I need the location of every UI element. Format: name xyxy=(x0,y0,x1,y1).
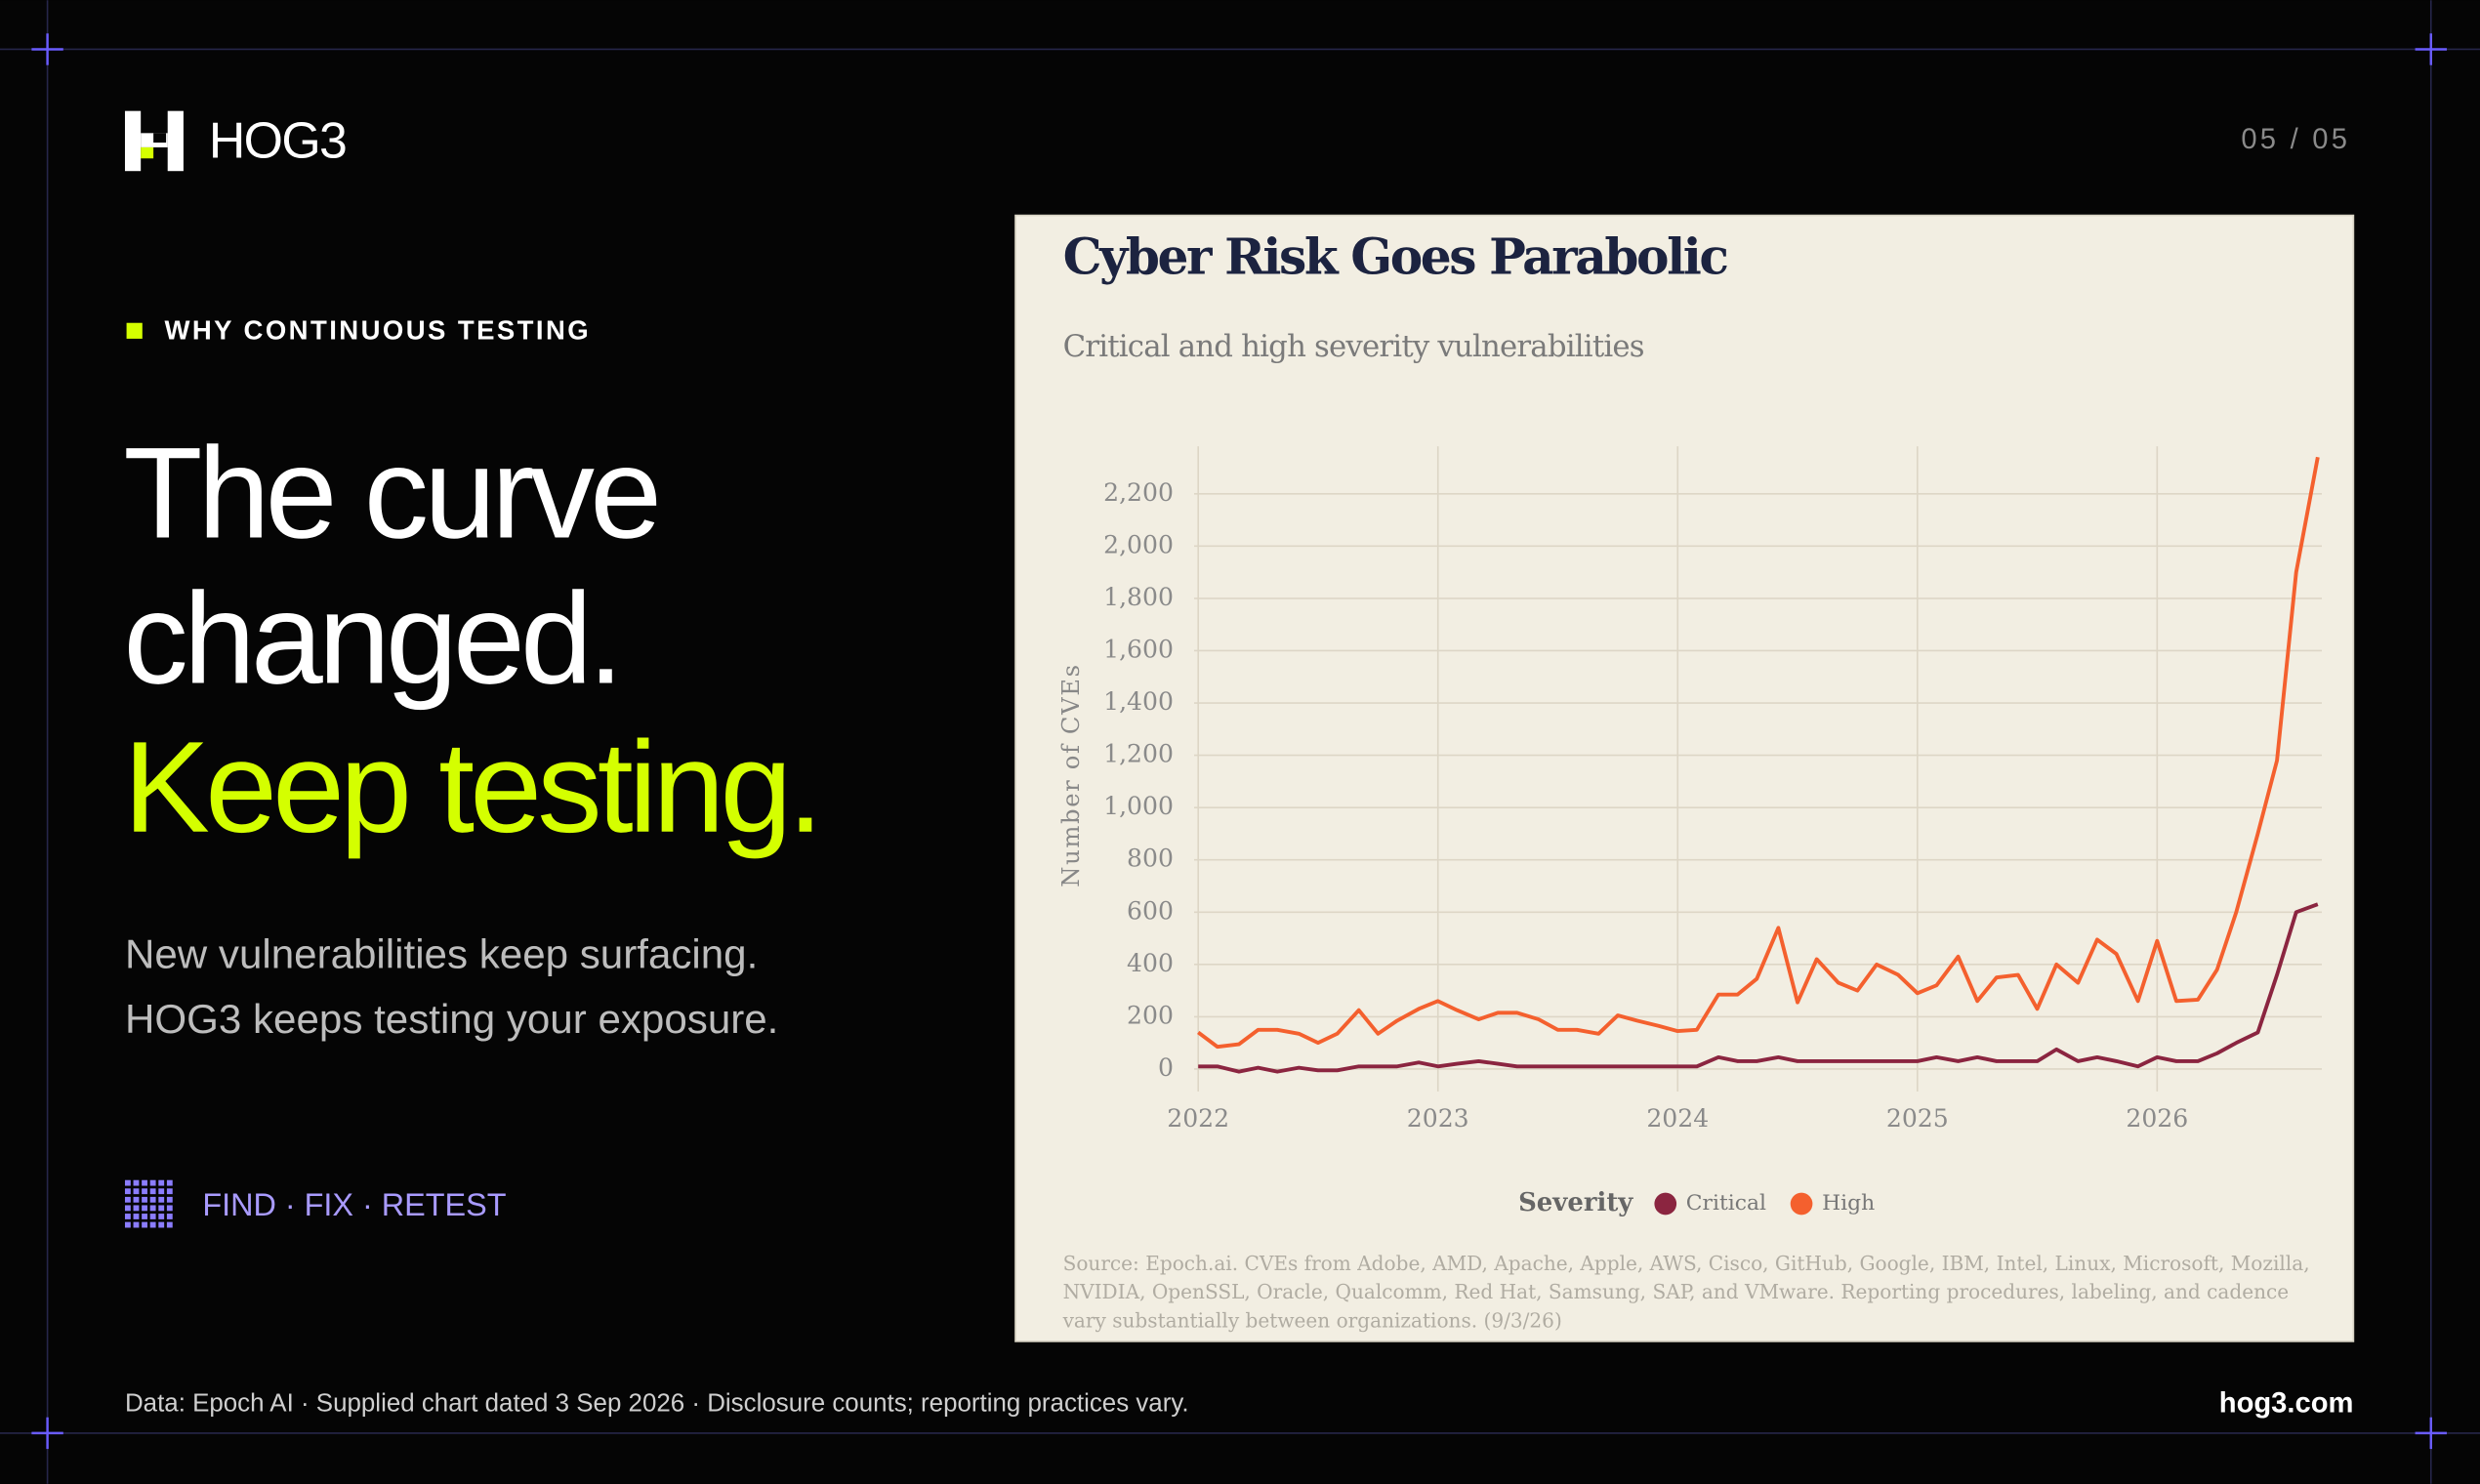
tagline-icon xyxy=(124,1179,173,1228)
icon-cell xyxy=(133,1196,140,1203)
icon-cell xyxy=(124,1196,131,1203)
x-tick-label: 2023 xyxy=(1407,1104,1469,1133)
icon-cell xyxy=(149,1214,156,1219)
icon-cell xyxy=(142,1214,147,1219)
x-tick-label: 2024 xyxy=(1646,1104,1709,1133)
icon-cell xyxy=(149,1196,156,1203)
icon-cell xyxy=(158,1221,165,1228)
icon-cell xyxy=(158,1196,165,1203)
chart-subtitle: Critical and high severity vulnerabiliti… xyxy=(1063,329,1644,364)
icon-cell xyxy=(166,1179,173,1186)
brand: HOG3 xyxy=(209,111,346,168)
headline-accent: Keep testing. xyxy=(123,716,818,860)
headline-line: changed. xyxy=(123,567,619,712)
icon-cell xyxy=(133,1179,140,1186)
y-tick-label: 1,000 xyxy=(1103,792,1174,820)
icon-cell xyxy=(124,1188,131,1195)
icon-cell xyxy=(149,1221,156,1228)
x-tick-label: 2025 xyxy=(1886,1104,1949,1133)
icon-cell xyxy=(166,1221,173,1228)
chart-background xyxy=(1014,214,2355,1342)
icon-cell xyxy=(142,1196,147,1203)
icon-cell xyxy=(158,1205,165,1212)
icon-cell xyxy=(166,1214,173,1219)
icon-cell xyxy=(124,1205,131,1212)
page-number: 05 / 05 xyxy=(2241,124,2350,155)
corner-marks xyxy=(31,33,2447,1450)
icon-cell xyxy=(133,1221,140,1228)
series-line xyxy=(1198,902,2319,1074)
eyebrow-marker xyxy=(126,322,143,339)
icon-cell xyxy=(166,1188,173,1195)
y-tick-label: 1,600 xyxy=(1103,635,1174,663)
icon-cell xyxy=(133,1214,140,1219)
subhead-line: New vulnerabilities keep surfacing. xyxy=(125,930,758,976)
icon-cell xyxy=(166,1196,173,1203)
x-tick-label: 2026 xyxy=(2126,1104,2188,1133)
legend-label: High xyxy=(1822,1191,1875,1216)
y-tick-label: 2,200 xyxy=(1103,478,1174,507)
y-tick-label: 1,800 xyxy=(1103,583,1174,611)
icon-cell xyxy=(142,1188,147,1195)
series-line xyxy=(1197,456,2320,1050)
y-tick-label: 800 xyxy=(1127,845,1174,873)
icon-cell xyxy=(124,1214,131,1219)
icon-cell xyxy=(142,1221,147,1228)
legend-label: Critical xyxy=(1686,1191,1766,1216)
y-axis-label: Number of CVEs xyxy=(1056,663,1085,886)
legend-swatch xyxy=(1790,1192,1813,1216)
icon-cell xyxy=(124,1221,131,1228)
icon-cell xyxy=(142,1179,147,1186)
y-tick-label: 400 xyxy=(1127,949,1174,977)
x-tick-label: 2022 xyxy=(1167,1104,1229,1133)
icon-cell xyxy=(149,1205,156,1212)
icon-cell xyxy=(158,1214,165,1219)
y-tick-label: 2,000 xyxy=(1103,530,1174,558)
icon-cell xyxy=(158,1179,165,1186)
footer-note: Data: Epoch AI · Supplied chart dated 3 … xyxy=(125,1390,1189,1418)
icon-cell xyxy=(158,1188,165,1195)
y-tick-label: 600 xyxy=(1127,896,1174,925)
footer-url: hog3.com xyxy=(2219,1387,2354,1419)
icon-cell xyxy=(133,1205,140,1212)
y-tick-label: 1,400 xyxy=(1103,687,1174,716)
source: Source: Epoch.ai. CVEs from Adobe, AMD, … xyxy=(1062,1251,2310,1333)
legend-swatch xyxy=(1654,1192,1677,1216)
icon-cell xyxy=(133,1188,140,1195)
icon-cell xyxy=(149,1179,156,1186)
y-tick-label: 1,200 xyxy=(1103,740,1174,768)
y-tick-label: 200 xyxy=(1127,1001,1174,1029)
icon-cell xyxy=(142,1205,147,1212)
y-tick-label: 0 xyxy=(1158,1053,1174,1082)
chart-card: Cyber Risk Goes Parabolic Critical and h… xyxy=(1014,214,2355,1342)
legend-title: Severity xyxy=(1518,1188,1633,1217)
chart-title: Cyber Risk Goes Parabolic xyxy=(1063,228,1728,286)
subhead-line: HOG3 keeps testing your exposure. xyxy=(125,996,778,1042)
logo xyxy=(124,110,184,172)
eyebrow: WHY CONTINUOUS TESTING xyxy=(164,315,591,346)
headline-line: The curve xyxy=(123,421,657,565)
icon-cell xyxy=(124,1179,131,1186)
icon-cell xyxy=(166,1205,173,1212)
tagline: FIND · FIX · RETEST xyxy=(202,1187,506,1222)
icon-cell xyxy=(149,1188,156,1195)
source-box: Source: Epoch.ai. CVEs from Adobe, AMD, … xyxy=(1062,1251,2310,1333)
